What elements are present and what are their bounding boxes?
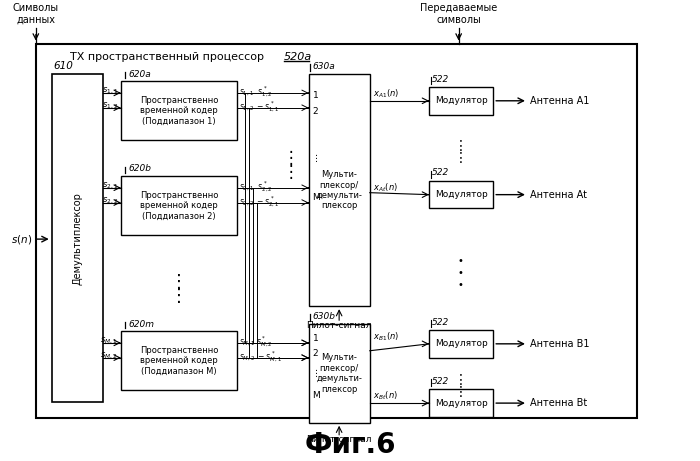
Text: 2: 2 (312, 107, 318, 116)
Text: Символы
данных: Символы данных (13, 3, 59, 24)
Text: Модулятор: Модулятор (435, 339, 487, 349)
Text: •: • (458, 268, 463, 278)
Text: 522: 522 (432, 75, 449, 83)
Text: Пространственно
временной кодер
(Поддиапазон M): Пространственно временной кодер (Поддиап… (140, 346, 218, 376)
Text: TX пространственный процессор: TX пространственный процессор (70, 52, 264, 62)
Bar (121, 176, 237, 235)
Text: 522: 522 (432, 377, 449, 386)
Text: 1: 1 (312, 334, 318, 343)
Text: •: • (458, 256, 463, 266)
Text: 610: 610 (54, 61, 74, 71)
Text: $s_{M,1}$: $s_{M,1}$ (100, 336, 118, 346)
Text: Антенна At: Антенна At (530, 189, 587, 200)
Text: $s_{2,1}\ \ s^*_{2,2}$: $s_{2,1}\ \ s^*_{2,2}$ (239, 179, 273, 194)
Text: $s_{1,1}\ \ s^*_{1,2}$: $s_{1,1}\ \ s^*_{1,2}$ (239, 84, 273, 99)
Text: ⋮: ⋮ (170, 272, 188, 290)
Text: Пространственно
временной кодер
(Поддиапазон 2): Пространственно временной кодер (Поддиап… (140, 190, 218, 220)
Text: Антенна B1: Антенна B1 (530, 339, 589, 349)
Bar (52, 74, 103, 402)
Text: Пилот-сигнал: Пилот-сигнал (307, 320, 372, 330)
Text: ⋮: ⋮ (454, 151, 468, 165)
Text: M: M (312, 193, 320, 202)
Text: $s_{1,1}$: $s_{1,1}$ (102, 86, 118, 96)
Text: $s_{2,2}$: $s_{2,2}$ (102, 195, 118, 206)
Text: M: M (312, 391, 320, 400)
Text: Пространственно
временной кодер
(Поддиапазон 1): Пространственно временной кодер (Поддиап… (140, 96, 218, 125)
Text: •: • (458, 279, 463, 290)
Bar (429, 330, 493, 358)
Text: Мульти-
плексор/
демульти-
плексор: Мульти- плексор/ демульти- плексор (316, 170, 362, 210)
Text: $s_{1,2}$: $s_{1,2}$ (102, 100, 118, 111)
Text: Антенна Bt: Антенна Bt (530, 398, 587, 408)
Bar (121, 331, 237, 390)
Text: Пилот-сигнал: Пилот-сигнал (307, 435, 372, 444)
Text: Антенна A1: Антенна A1 (530, 96, 589, 106)
Bar (121, 81, 237, 140)
Text: 2: 2 (312, 349, 318, 358)
Text: Фиг.6: Фиг.6 (304, 431, 395, 459)
Text: ⋮: ⋮ (282, 163, 299, 181)
Text: Передаваемые
символы: Передаваемые символы (420, 3, 497, 24)
Text: 522: 522 (432, 168, 449, 177)
Bar (429, 181, 493, 208)
Text: $s_{2,1}$: $s_{2,1}$ (102, 181, 118, 191)
Text: 620a: 620a (129, 70, 151, 79)
Text: ⋮: ⋮ (312, 154, 321, 163)
Text: $s_{2,2}\ -s^*_{2,1}$: $s_{2,2}\ -s^*_{2,1}$ (239, 194, 280, 209)
Bar (429, 389, 493, 417)
Text: 630b: 630b (312, 312, 335, 321)
Text: Мульти-
плексор/
демульти-
плексор: Мульти- плексор/ демульти- плексор (316, 354, 362, 394)
Text: $s_{1,2}\ -s^*_{1,1}$: $s_{1,2}\ -s^*_{1,1}$ (239, 100, 280, 114)
Text: $x_{A1}(n)$: $x_{A1}(n)$ (372, 88, 399, 100)
Text: $x_{B1}(n)$: $x_{B1}(n)$ (372, 331, 399, 343)
Bar (36, 44, 636, 418)
Text: 520a: 520a (284, 52, 312, 62)
Text: 620b: 620b (129, 165, 152, 173)
Text: ⋮: ⋮ (454, 385, 468, 399)
Text: $s_{M,1}\ s^*_{M,2}$: $s_{M,1}\ s^*_{M,2}$ (239, 335, 273, 349)
Text: ⋮: ⋮ (454, 139, 468, 153)
Bar (309, 324, 370, 423)
Text: 620m: 620m (129, 319, 155, 329)
Text: ⋮: ⋮ (170, 287, 188, 305)
Text: 630a: 630a (312, 62, 335, 71)
Text: Модулятор: Модулятор (435, 190, 487, 199)
Bar (429, 87, 493, 115)
Text: Модулятор: Модулятор (435, 399, 487, 408)
Text: Демультиплексор: Демультиплексор (72, 192, 83, 284)
Text: 1: 1 (312, 91, 318, 100)
Text: $s(n)$: $s(n)$ (10, 233, 32, 246)
Text: Модулятор: Модулятор (435, 96, 487, 105)
Bar (309, 74, 370, 306)
Text: ⋮: ⋮ (312, 369, 321, 378)
Text: 522: 522 (432, 318, 449, 326)
Text: ⋮: ⋮ (282, 149, 299, 167)
Text: $s_{M,2}\ -s^*_{M,1}$: $s_{M,2}\ -s^*_{M,1}$ (239, 349, 282, 364)
Text: $x_{At}(n)$: $x_{At}(n)$ (372, 182, 398, 194)
Text: $s_{M,2}$: $s_{M,2}$ (100, 350, 118, 361)
Text: $x_{Bt}(n)$: $x_{Bt}(n)$ (372, 390, 398, 402)
Text: ⋮: ⋮ (454, 373, 468, 387)
